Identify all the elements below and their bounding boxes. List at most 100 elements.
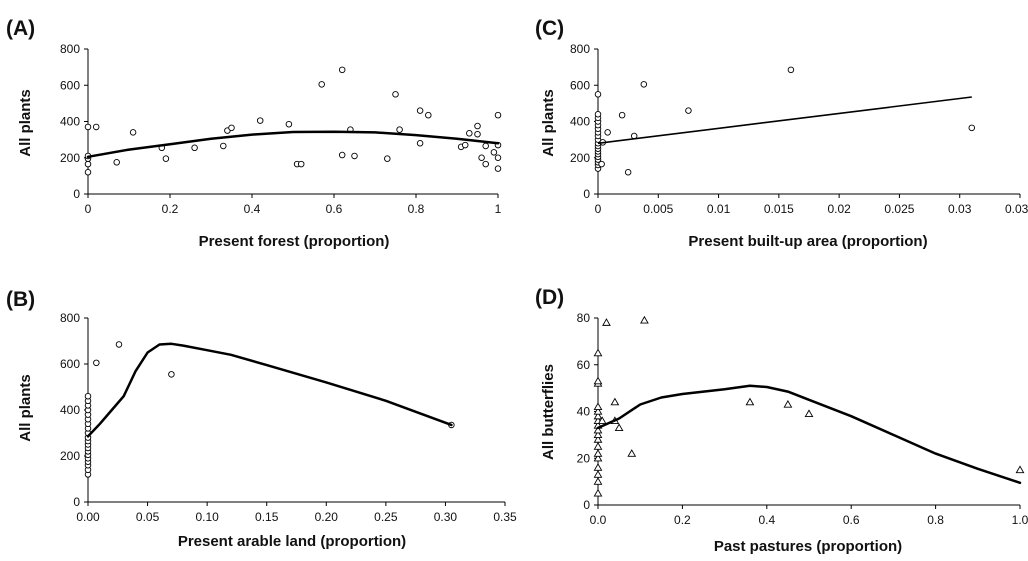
y-tick-label: 0 [583,187,590,201]
x-tick-label: 1.0 [1012,513,1028,527]
data-point [162,155,170,162]
y-tick-label: 80 [577,311,591,325]
chart-panel: (B) 0 200 400 600 800 0.00 0.05 0.10 0.15 0.20 0.25… [6,288,517,550]
data-point [461,141,469,149]
y-tick-label: 400 [570,115,590,129]
data-point [968,124,976,132]
x-tick-label: 0.8 [927,513,944,527]
x-tick-label: 0.025 [884,202,914,216]
data-point [593,425,603,434]
data-point [593,449,603,457]
data-point [618,111,626,119]
data-point [593,463,603,471]
x-tick-label: 0.02 [827,202,851,216]
data-point [115,341,123,348]
data-point [92,123,100,131]
data-point [494,165,502,172]
y-tick-label: 600 [60,78,80,92]
y-axis-title: All plants [540,89,557,157]
data-point [593,470,603,478]
data-point [593,376,603,385]
y-axis-title: All butterflies [540,364,557,460]
x-axis-title: Present built-up area (proportion) [688,233,927,250]
y-tick-label: 200 [60,151,80,165]
data-point [593,453,603,462]
data-point [466,130,473,137]
data-point [168,371,175,378]
data-point [594,91,602,98]
data-point [84,160,92,168]
data-point [593,488,603,497]
chart-panel: (D) 0 20 40 60 80 0.0 0.2 0.4 0.6 0.8 1.0 Past pastu… [535,286,1028,555]
data-point [228,124,235,132]
data-point [113,159,120,166]
x-tick-label: 0.015 [764,202,794,216]
data-point [593,477,603,485]
panel-letter: (A) [6,17,35,40]
data-point [627,449,637,457]
data-point [593,348,603,357]
data-point [84,168,92,176]
data-point [338,151,346,159]
chart-panel: (C) 0 200 400 600 800 0 0.005 0.01 0.015 0.02 0.025… [535,17,1028,250]
x-tick-label: 0.20 [315,510,339,524]
x-tick-label: 1 [495,202,502,216]
data-point [478,154,485,161]
data-point [392,91,399,98]
data-point [624,168,632,176]
y-tick-label: 600 [60,357,80,371]
x-tick-label: 0.8 [408,202,425,216]
x-tick-label: 0.25 [374,510,398,524]
x-tick-label: 0.4 [244,202,261,216]
x-axis-title: Present arable land (proportion) [178,533,406,550]
data-point [640,81,648,88]
x-tick-label: 0 [85,202,92,216]
data-point [593,406,603,415]
data-point [297,160,305,168]
data-point [384,155,391,162]
data-point [191,144,198,152]
x-tick-label: 0.15 [255,510,279,524]
x-tick-label: 0.6 [843,513,860,527]
y-tick-label: 20 [577,451,591,465]
x-tick-label: 0.6 [326,202,343,216]
x-tick-label: 0.005 [643,202,673,216]
data-point [84,123,92,131]
y-tick-label: 0 [73,187,80,201]
x-tick-label: 0.30 [434,510,458,524]
data-point [256,117,264,124]
data-point [598,160,605,168]
x-tick-label: 0.35 [493,510,517,524]
y-tick-label: 400 [60,403,80,417]
data-point [318,81,325,88]
data-point [745,397,755,406]
data-point [220,142,227,150]
x-tick-label: 0.03 [948,202,972,216]
x-tick-label: 0.01 [707,202,731,216]
data-point [93,359,100,367]
data-point [787,66,795,74]
trend-line [86,342,453,438]
x-tick-label: 0.05 [136,510,160,524]
data-point [685,107,692,114]
data-point [351,152,358,160]
data-point [416,107,424,114]
data-point [416,139,424,147]
data-point [490,149,498,156]
data-point [285,120,293,128]
data-point [610,397,620,406]
data-point [474,130,481,138]
data-point [338,66,346,74]
data-point [804,409,814,417]
y-tick-label: 200 [60,449,80,463]
data-point [129,129,137,136]
data-point [482,160,489,168]
y-tick-label: 400 [60,115,80,129]
x-tick-label: 0 [595,202,602,216]
y-axis-title: All plants [17,89,34,157]
data-point [425,111,432,119]
x-tick-label: 0.00 [76,510,100,524]
trend-line [86,130,500,159]
y-tick-label: 800 [60,311,80,325]
